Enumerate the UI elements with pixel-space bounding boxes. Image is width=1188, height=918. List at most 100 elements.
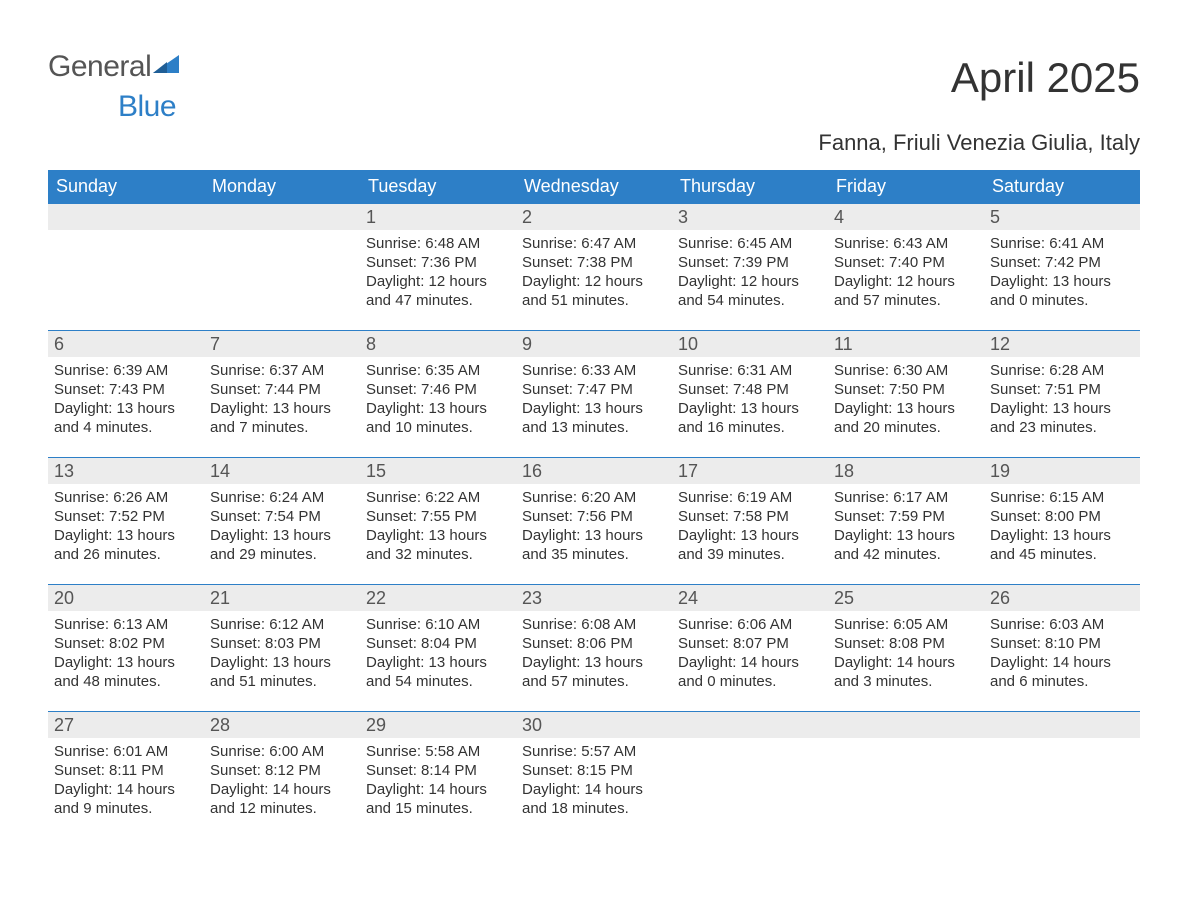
flag-icon bbox=[153, 53, 179, 82]
day-number bbox=[828, 712, 984, 738]
day-details: Sunrise: 6:31 AMSunset: 7:48 PMDaylight:… bbox=[672, 357, 828, 443]
day-details: Sunrise: 6:19 AMSunset: 7:58 PMDaylight:… bbox=[672, 484, 828, 570]
calendar-cell: 10Sunrise: 6:31 AMSunset: 7:48 PMDayligh… bbox=[672, 331, 828, 458]
day-details: Sunrise: 5:57 AMSunset: 8:15 PMDaylight:… bbox=[516, 738, 672, 824]
day-number bbox=[204, 204, 360, 230]
day-number: 16 bbox=[516, 458, 672, 484]
day-details: Sunrise: 6:17 AMSunset: 7:59 PMDaylight:… bbox=[828, 484, 984, 570]
calendar-cell: 29Sunrise: 5:58 AMSunset: 8:14 PMDayligh… bbox=[360, 712, 516, 839]
calendar-cell: 8Sunrise: 6:35 AMSunset: 7:46 PMDaylight… bbox=[360, 331, 516, 458]
day-number: 20 bbox=[48, 585, 204, 611]
day-number: 9 bbox=[516, 331, 672, 357]
calendar-cell: 6Sunrise: 6:39 AMSunset: 7:43 PMDaylight… bbox=[48, 331, 204, 458]
day-details: Sunrise: 6:26 AMSunset: 7:52 PMDaylight:… bbox=[48, 484, 204, 570]
day-number: 18 bbox=[828, 458, 984, 484]
day-number: 6 bbox=[48, 331, 204, 357]
calendar-cell: 24Sunrise: 6:06 AMSunset: 8:07 PMDayligh… bbox=[672, 585, 828, 712]
calendar-cell: 9Sunrise: 6:33 AMSunset: 7:47 PMDaylight… bbox=[516, 331, 672, 458]
day-details: Sunrise: 6:39 AMSunset: 7:43 PMDaylight:… bbox=[48, 357, 204, 443]
brand-logo: General bbox=[48, 50, 179, 84]
day-number: 13 bbox=[48, 458, 204, 484]
calendar-cell: 30Sunrise: 5:57 AMSunset: 8:15 PMDayligh… bbox=[516, 712, 672, 839]
day-number bbox=[672, 712, 828, 738]
calendar-row: 6Sunrise: 6:39 AMSunset: 7:43 PMDaylight… bbox=[48, 331, 1140, 458]
day-details bbox=[204, 230, 360, 240]
day-number: 7 bbox=[204, 331, 360, 357]
day-number: 15 bbox=[360, 458, 516, 484]
calendar-cell: 21Sunrise: 6:12 AMSunset: 8:03 PMDayligh… bbox=[204, 585, 360, 712]
day-number: 21 bbox=[204, 585, 360, 611]
day-details bbox=[672, 738, 828, 748]
day-details: Sunrise: 6:00 AMSunset: 8:12 PMDaylight:… bbox=[204, 738, 360, 824]
weekday-header: Thursday bbox=[672, 170, 828, 204]
weekday-header: Saturday bbox=[984, 170, 1140, 204]
calendar-cell: 16Sunrise: 6:20 AMSunset: 7:56 PMDayligh… bbox=[516, 458, 672, 585]
day-details bbox=[984, 738, 1140, 748]
day-details: Sunrise: 6:12 AMSunset: 8:03 PMDaylight:… bbox=[204, 611, 360, 697]
day-number: 25 bbox=[828, 585, 984, 611]
calendar-cell: 13Sunrise: 6:26 AMSunset: 7:52 PMDayligh… bbox=[48, 458, 204, 585]
calendar-cell: 25Sunrise: 6:05 AMSunset: 8:08 PMDayligh… bbox=[828, 585, 984, 712]
weekday-header: Sunday bbox=[48, 170, 204, 204]
day-number: 28 bbox=[204, 712, 360, 738]
calendar-cell bbox=[204, 204, 360, 331]
calendar-cell: 2Sunrise: 6:47 AMSunset: 7:38 PMDaylight… bbox=[516, 204, 672, 331]
page: General April 2025 Blue Fanna, Friuli Ve… bbox=[0, 0, 1188, 878]
brand-part1: General bbox=[48, 50, 151, 84]
day-number bbox=[48, 204, 204, 230]
day-number: 24 bbox=[672, 585, 828, 611]
calendar-cell: 3Sunrise: 6:45 AMSunset: 7:39 PMDaylight… bbox=[672, 204, 828, 331]
day-number: 23 bbox=[516, 585, 672, 611]
page-subtitle: Fanna, Friuli Venezia Giulia, Italy bbox=[48, 130, 1140, 156]
calendar-cell: 20Sunrise: 6:13 AMSunset: 8:02 PMDayligh… bbox=[48, 585, 204, 712]
day-details: Sunrise: 6:01 AMSunset: 8:11 PMDaylight:… bbox=[48, 738, 204, 824]
day-number: 30 bbox=[516, 712, 672, 738]
day-number: 2 bbox=[516, 204, 672, 230]
day-number: 3 bbox=[672, 204, 828, 230]
day-number bbox=[984, 712, 1140, 738]
day-details: Sunrise: 5:58 AMSunset: 8:14 PMDaylight:… bbox=[360, 738, 516, 824]
calendar-cell: 22Sunrise: 6:10 AMSunset: 8:04 PMDayligh… bbox=[360, 585, 516, 712]
calendar-cell: 14Sunrise: 6:24 AMSunset: 7:54 PMDayligh… bbox=[204, 458, 360, 585]
day-details: Sunrise: 6:47 AMSunset: 7:38 PMDaylight:… bbox=[516, 230, 672, 316]
calendar-cell bbox=[984, 712, 1140, 839]
day-number: 27 bbox=[48, 712, 204, 738]
day-details bbox=[828, 738, 984, 748]
calendar-cell: 15Sunrise: 6:22 AMSunset: 7:55 PMDayligh… bbox=[360, 458, 516, 585]
weekday-header: Monday bbox=[204, 170, 360, 204]
calendar-cell: 7Sunrise: 6:37 AMSunset: 7:44 PMDaylight… bbox=[204, 331, 360, 458]
calendar-cell: 1Sunrise: 6:48 AMSunset: 7:36 PMDaylight… bbox=[360, 204, 516, 331]
calendar-cell: 17Sunrise: 6:19 AMSunset: 7:58 PMDayligh… bbox=[672, 458, 828, 585]
day-details: Sunrise: 6:06 AMSunset: 8:07 PMDaylight:… bbox=[672, 611, 828, 697]
day-details: Sunrise: 6:41 AMSunset: 7:42 PMDaylight:… bbox=[984, 230, 1140, 316]
day-number: 14 bbox=[204, 458, 360, 484]
day-details: Sunrise: 6:13 AMSunset: 8:02 PMDaylight:… bbox=[48, 611, 204, 697]
day-details: Sunrise: 6:08 AMSunset: 8:06 PMDaylight:… bbox=[516, 611, 672, 697]
calendar-cell bbox=[828, 712, 984, 839]
day-number: 10 bbox=[672, 331, 828, 357]
calendar-cell: 27Sunrise: 6:01 AMSunset: 8:11 PMDayligh… bbox=[48, 712, 204, 839]
day-number: 22 bbox=[360, 585, 516, 611]
day-details: Sunrise: 6:15 AMSunset: 8:00 PMDaylight:… bbox=[984, 484, 1140, 570]
calendar-cell: 18Sunrise: 6:17 AMSunset: 7:59 PMDayligh… bbox=[828, 458, 984, 585]
day-number: 19 bbox=[984, 458, 1140, 484]
calendar-row: 13Sunrise: 6:26 AMSunset: 7:52 PMDayligh… bbox=[48, 458, 1140, 585]
day-details bbox=[48, 230, 204, 240]
calendar-cell: 11Sunrise: 6:30 AMSunset: 7:50 PMDayligh… bbox=[828, 331, 984, 458]
calendar-cell: 23Sunrise: 6:08 AMSunset: 8:06 PMDayligh… bbox=[516, 585, 672, 712]
day-number: 11 bbox=[828, 331, 984, 357]
calendar-cell: 12Sunrise: 6:28 AMSunset: 7:51 PMDayligh… bbox=[984, 331, 1140, 458]
day-number: 17 bbox=[672, 458, 828, 484]
calendar-cell bbox=[672, 712, 828, 839]
weekday-header: Friday bbox=[828, 170, 984, 204]
day-details: Sunrise: 6:48 AMSunset: 7:36 PMDaylight:… bbox=[360, 230, 516, 316]
calendar-row: 20Sunrise: 6:13 AMSunset: 8:02 PMDayligh… bbox=[48, 585, 1140, 712]
day-details: Sunrise: 6:05 AMSunset: 8:08 PMDaylight:… bbox=[828, 611, 984, 697]
day-number: 29 bbox=[360, 712, 516, 738]
calendar-cell: 4Sunrise: 6:43 AMSunset: 7:40 PMDaylight… bbox=[828, 204, 984, 331]
weekday-header: Wednesday bbox=[516, 170, 672, 204]
day-details: Sunrise: 6:30 AMSunset: 7:50 PMDaylight:… bbox=[828, 357, 984, 443]
day-number: 8 bbox=[360, 331, 516, 357]
calendar-cell: 19Sunrise: 6:15 AMSunset: 8:00 PMDayligh… bbox=[984, 458, 1140, 585]
day-details: Sunrise: 6:03 AMSunset: 8:10 PMDaylight:… bbox=[984, 611, 1140, 697]
